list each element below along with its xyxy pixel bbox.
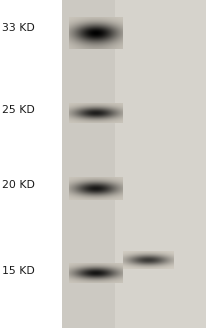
- Text: 15 KD: 15 KD: [2, 266, 35, 276]
- Text: 25 KD: 25 KD: [2, 105, 35, 115]
- Text: 33 KD: 33 KD: [2, 23, 35, 33]
- Bar: [62, 0, 115, 328]
- Text: 20 KD: 20 KD: [2, 180, 35, 190]
- Bar: [62, 0, 206, 328]
